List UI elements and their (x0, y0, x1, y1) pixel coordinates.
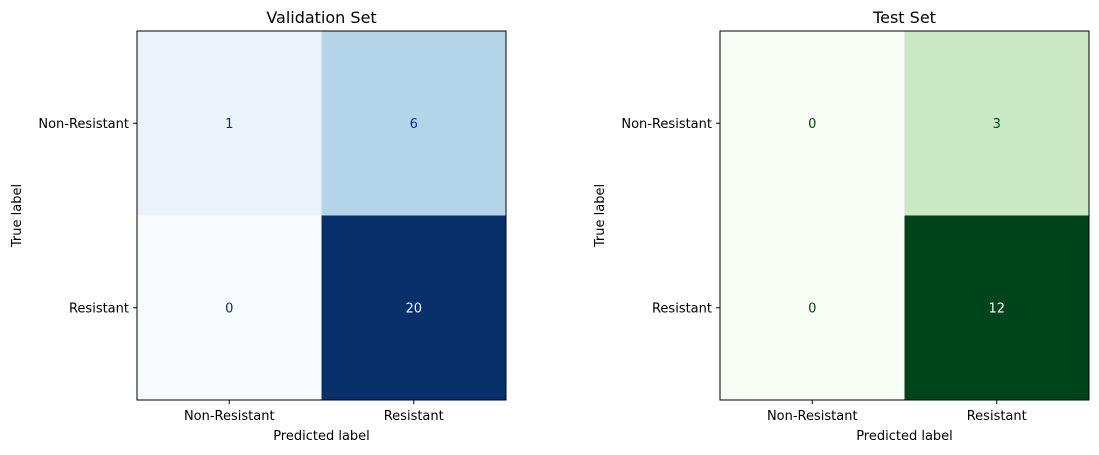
matrix-cell (720, 31, 905, 216)
matrix-cell (137, 31, 322, 216)
y-tick-label: Resistant (69, 301, 129, 316)
plot-frame (136, 30, 507, 401)
x-tick-label: Resistant (967, 409, 1027, 424)
cell-value-label: 0 (808, 117, 816, 132)
cell-value-label: 12 (988, 301, 1005, 316)
matrix-cell (720, 215, 905, 400)
confusion-matrix-panel-1: 1 6 0 20 Validation Set Non-Resistant Resistan… (10, 8, 507, 444)
x-tick-label: Non-Resistant (767, 409, 858, 424)
matrix-cell (904, 215, 1089, 400)
confusion-matrix-panel-2: 0 3 0 12 Test Set Non-Resistant Resistant Non-R… (593, 8, 1090, 444)
cell-value-label: 3 (993, 117, 1001, 132)
x-axis-label: Predicted label (856, 429, 953, 444)
matrix-cell (321, 215, 506, 400)
cell-value-label: 0 (808, 301, 816, 316)
cell-value-label: 0 (225, 301, 233, 316)
matrix-cell (137, 215, 322, 400)
y-tick-label: Resistant (652, 301, 712, 316)
chart-title: Validation Set (266, 8, 376, 27)
plot-frame (719, 30, 1090, 401)
x-tick-label: Resistant (384, 409, 444, 424)
y-tick-label: Non-Resistant (621, 117, 712, 132)
cell-value-label: 1 (225, 117, 233, 132)
y-tick-label: Non-Resistant (38, 117, 129, 132)
x-axis-label: Predicted label (273, 429, 370, 444)
x-tick-label: Non-Resistant (184, 409, 275, 424)
cell-value-label: 20 (405, 301, 422, 316)
cell-value-label: 6 (410, 117, 418, 132)
chart-title: Test Set (872, 8, 936, 27)
y-axis-label: True label (593, 184, 608, 248)
matrix-cell (904, 31, 1089, 216)
matrix-cell (321, 31, 506, 216)
y-axis-label: True label (10, 184, 25, 248)
